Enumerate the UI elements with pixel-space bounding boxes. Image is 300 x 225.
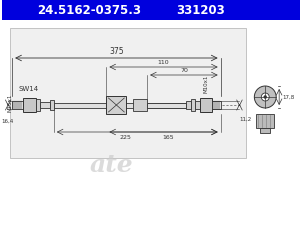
Text: 165: 165 <box>163 135 174 140</box>
Bar <box>12 101 23 109</box>
Text: SW14: SW14 <box>19 86 39 92</box>
Bar <box>260 128 270 133</box>
Bar <box>212 101 220 109</box>
Bar <box>200 98 212 112</box>
Text: M10x1: M10x1 <box>203 75 208 93</box>
Text: 70: 70 <box>180 68 188 73</box>
Bar <box>191 99 195 111</box>
Circle shape <box>264 95 267 99</box>
Bar <box>23 98 36 112</box>
Text: 16,4: 16,4 <box>1 119 13 124</box>
Circle shape <box>261 93 269 101</box>
Bar <box>147 103 186 108</box>
Circle shape <box>254 86 276 108</box>
Bar <box>50 100 54 110</box>
Bar <box>54 103 186 108</box>
Bar <box>2 0 300 20</box>
Bar <box>36 99 40 111</box>
Bar <box>256 114 274 128</box>
Text: 225: 225 <box>119 135 131 140</box>
Text: 110: 110 <box>158 60 169 65</box>
Bar <box>10 28 246 158</box>
Text: 24.5162-0375.3: 24.5162-0375.3 <box>38 4 142 16</box>
Text: M10x1: M10x1 <box>8 94 13 112</box>
Text: 331203: 331203 <box>176 4 225 16</box>
Bar <box>186 101 191 109</box>
Text: ate: ate <box>90 153 133 177</box>
Bar <box>133 99 147 111</box>
Bar <box>195 101 200 109</box>
Text: 375: 375 <box>109 47 124 56</box>
Text: 17,8: 17,8 <box>282 94 294 99</box>
Text: 11,2: 11,2 <box>239 117 251 122</box>
Bar <box>106 96 126 114</box>
Bar <box>40 102 50 108</box>
